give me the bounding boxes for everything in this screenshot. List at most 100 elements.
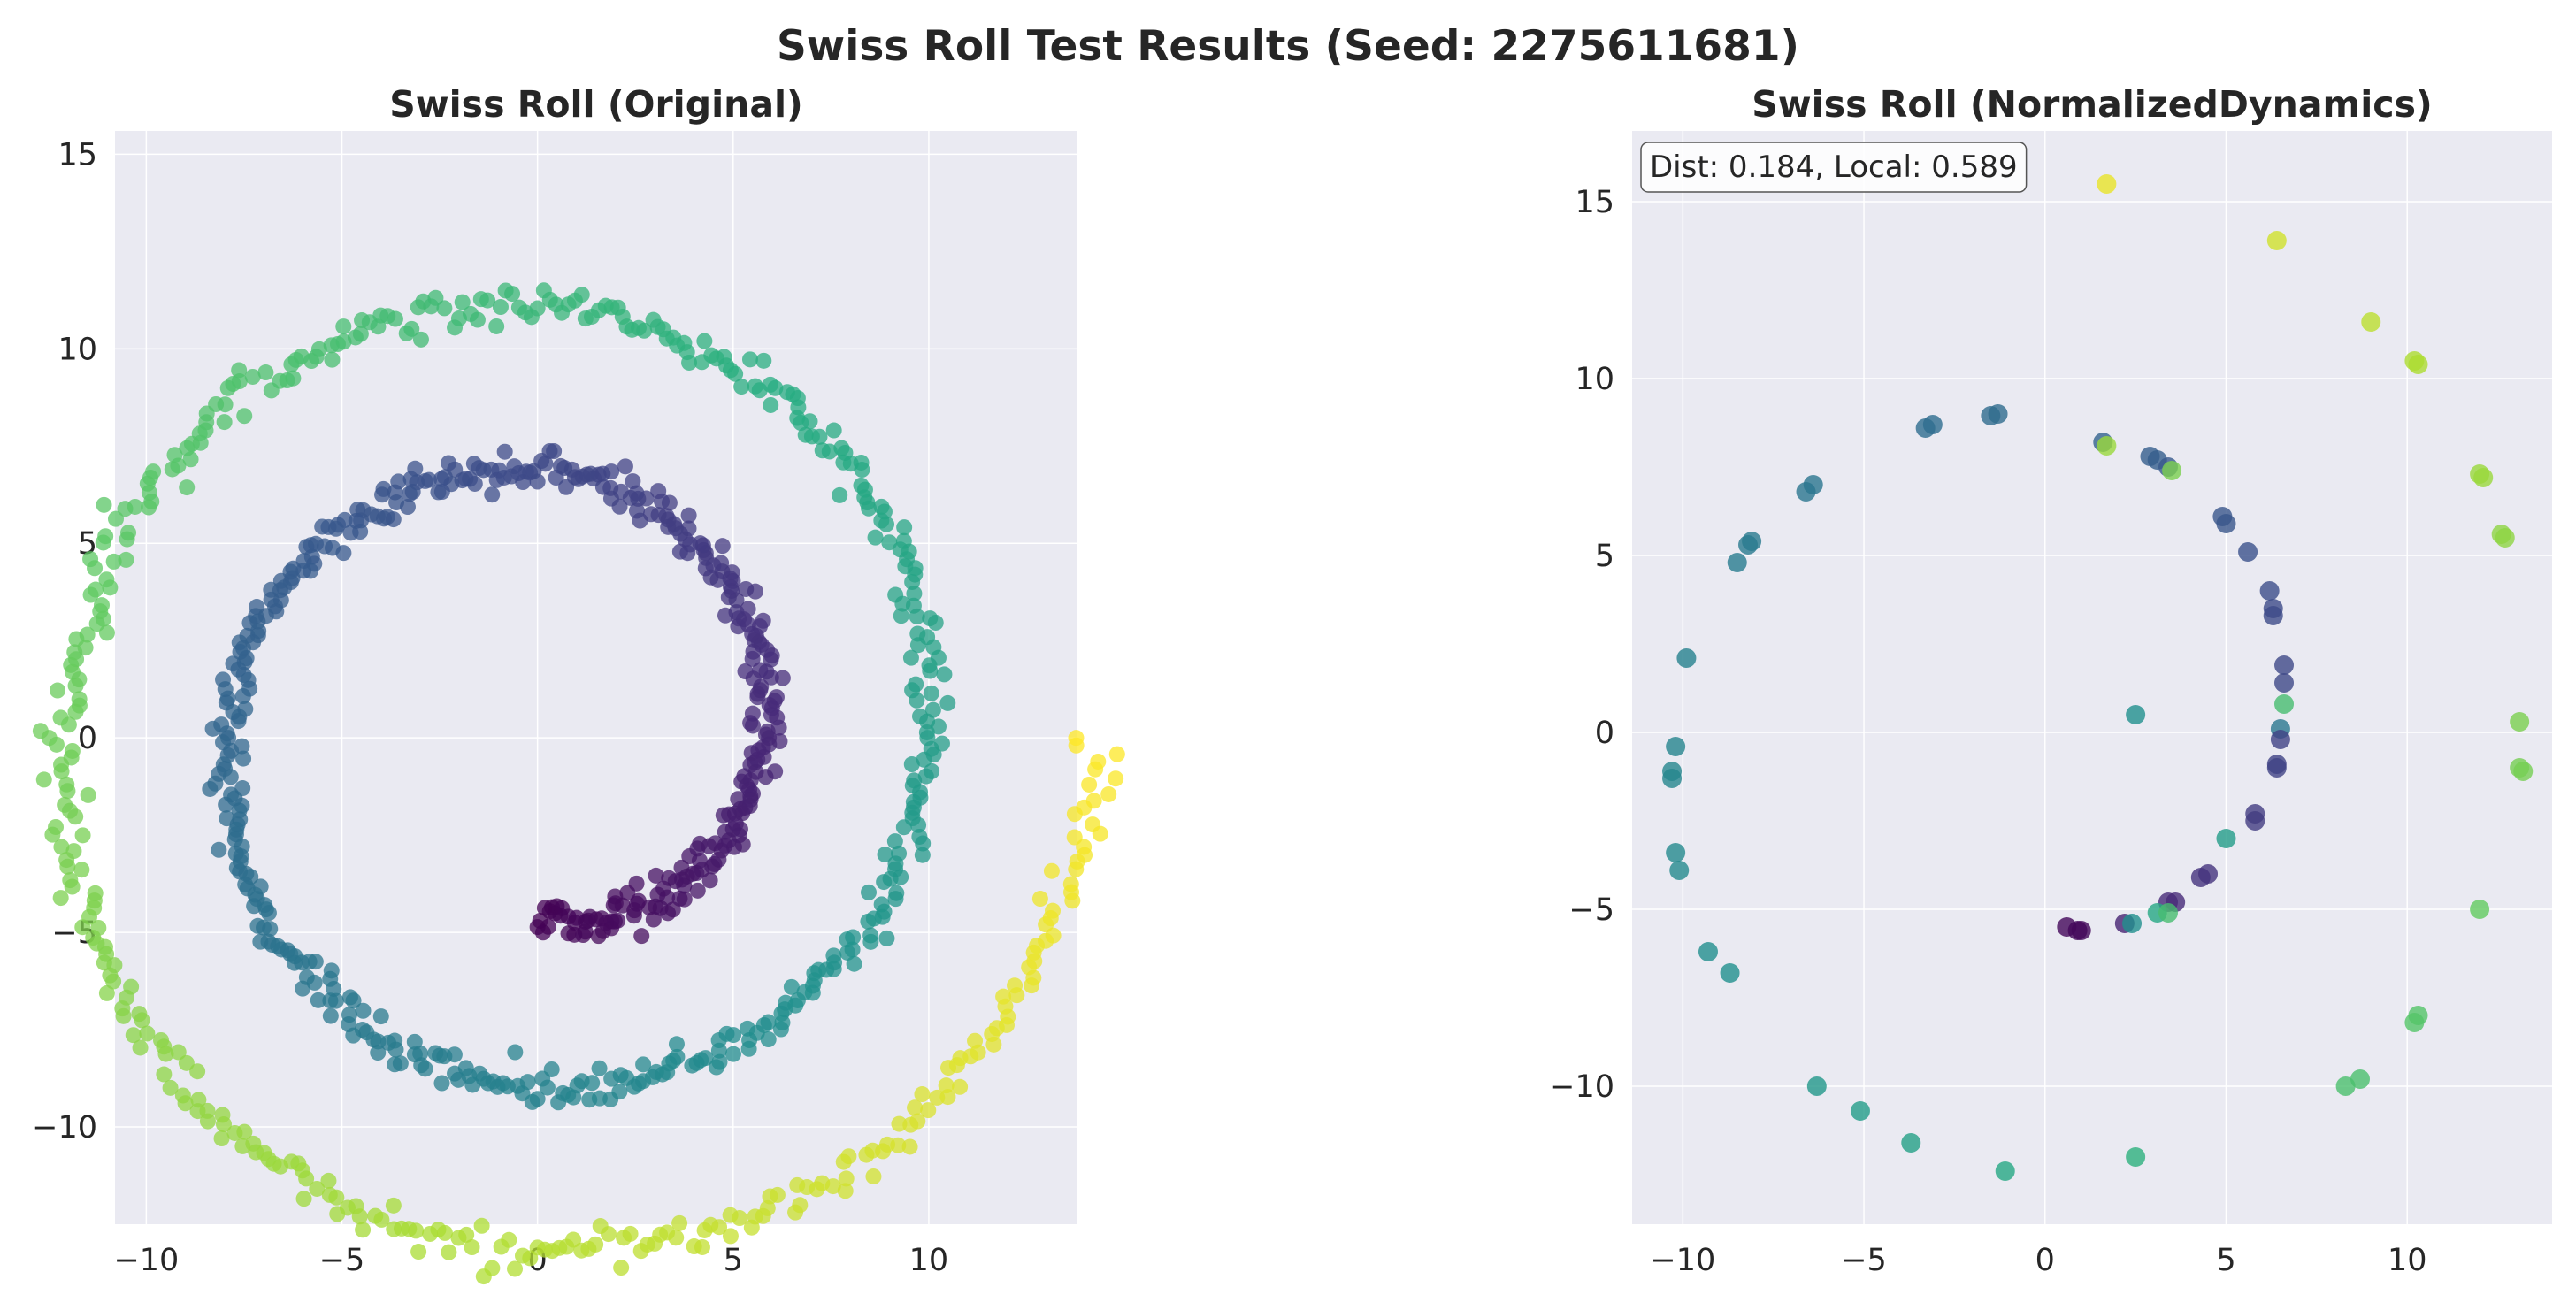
data-point xyxy=(2274,655,2295,675)
data-point xyxy=(2190,868,2211,887)
data-point xyxy=(410,299,426,316)
data-point xyxy=(412,331,429,348)
data-point xyxy=(622,1225,639,1242)
data-point xyxy=(924,701,941,718)
data-point xyxy=(952,1078,969,1095)
data-point xyxy=(1090,753,1107,770)
data-point xyxy=(759,1199,776,1216)
data-point xyxy=(53,763,70,780)
data-point xyxy=(909,625,926,642)
x-tick-label: 5 xyxy=(724,1243,743,1278)
data-point xyxy=(324,351,341,368)
data-point xyxy=(117,501,134,517)
data-point xyxy=(484,1260,501,1276)
data-point xyxy=(833,440,850,456)
data-point xyxy=(906,772,923,789)
data-point xyxy=(893,608,909,624)
data-point xyxy=(98,624,115,641)
data-point xyxy=(2126,1147,2146,1167)
data-point xyxy=(1666,843,1686,862)
data-point xyxy=(132,1039,149,1056)
data-point xyxy=(722,1228,739,1245)
data-point xyxy=(1100,785,1117,802)
data-point xyxy=(2158,903,2178,923)
data-point xyxy=(1666,737,1686,756)
data-point xyxy=(44,826,61,843)
data-point xyxy=(865,1168,882,1185)
data-point xyxy=(105,973,122,990)
data-point xyxy=(878,930,895,946)
data-point xyxy=(67,678,84,694)
data-point xyxy=(861,884,878,900)
data-point xyxy=(1922,415,1943,434)
data-point xyxy=(697,1050,714,1067)
data-point xyxy=(635,1056,652,1073)
data-point xyxy=(472,291,489,308)
data-point xyxy=(492,299,509,316)
data-point xyxy=(2263,606,2283,625)
data-point xyxy=(309,1180,326,1197)
data-point xyxy=(218,796,234,813)
data-point xyxy=(98,984,115,1001)
data-point xyxy=(295,1191,312,1207)
scatter-points xyxy=(1662,174,2534,1181)
data-point xyxy=(730,791,747,808)
x-tick-label: −10 xyxy=(113,1243,179,1278)
data-point xyxy=(64,878,80,895)
data-point xyxy=(119,531,135,548)
data-point xyxy=(216,414,233,431)
data-point xyxy=(838,1170,855,1187)
y-tick-label: 5 xyxy=(1595,539,1614,574)
data-point xyxy=(410,1244,427,1260)
data-point xyxy=(2122,914,2143,933)
data-point xyxy=(867,529,884,546)
data-point xyxy=(824,1178,841,1195)
data-point xyxy=(628,875,645,892)
data-point xyxy=(2162,461,2182,480)
data-point xyxy=(924,762,940,779)
data-point xyxy=(417,1061,433,1077)
data-point xyxy=(235,750,252,767)
data-point xyxy=(1031,891,1048,908)
data-point xyxy=(2274,673,2295,693)
data-point xyxy=(215,1116,232,1133)
data-point xyxy=(881,534,898,551)
data-point xyxy=(510,299,527,316)
data-point xyxy=(1995,1161,2015,1181)
data-point xyxy=(87,560,104,577)
data-point xyxy=(1662,762,1683,781)
data-point xyxy=(2408,355,2428,374)
data-point xyxy=(236,408,253,425)
data-point xyxy=(741,351,758,368)
data-point xyxy=(164,461,180,478)
data-point xyxy=(873,896,890,913)
data-point xyxy=(262,921,279,938)
data-point xyxy=(645,311,662,328)
x-tick-label: 0 xyxy=(2036,1243,2055,1278)
data-point xyxy=(724,1046,741,1062)
x-tick-label: 10 xyxy=(2388,1243,2427,1278)
data-point xyxy=(263,382,280,399)
data-point xyxy=(907,1099,924,1116)
data-point xyxy=(53,839,70,855)
data-point xyxy=(737,663,754,680)
data-point xyxy=(1676,648,1697,668)
data-point xyxy=(433,471,450,487)
data-point xyxy=(50,682,66,699)
y-tick-label: 10 xyxy=(58,332,97,367)
y-tick-label: −10 xyxy=(32,1110,97,1145)
data-point xyxy=(454,294,471,310)
data-point xyxy=(911,828,928,845)
data-point xyxy=(1068,730,1085,747)
data-point xyxy=(2473,468,2494,487)
data-point xyxy=(501,1231,518,1248)
data-point xyxy=(74,827,91,844)
data-point xyxy=(60,716,77,733)
data-point xyxy=(689,882,706,899)
data-point xyxy=(1850,1101,1870,1121)
data-point xyxy=(74,919,91,936)
data-point xyxy=(447,319,464,336)
data-point xyxy=(118,551,134,568)
axes-original: Swiss Roll (Original) −10−50510−10−50510… xyxy=(32,83,1125,1285)
data-point xyxy=(591,1060,608,1076)
